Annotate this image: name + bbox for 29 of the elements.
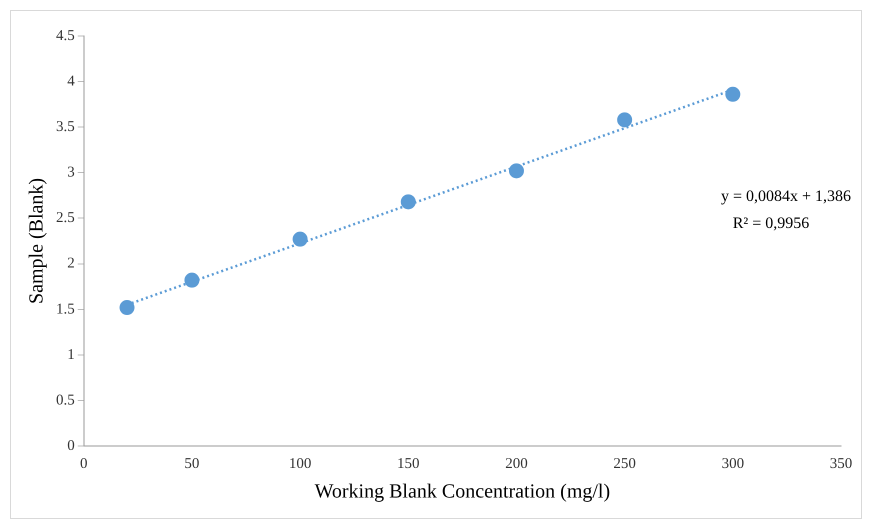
- x-tick-label: 350: [830, 456, 852, 472]
- point: [725, 86, 740, 102]
- point: [184, 272, 200, 288]
- y-tick-label: 0.5: [56, 392, 75, 408]
- x-tick-label: 250: [613, 456, 636, 472]
- y-tick-label: 0: [67, 438, 75, 454]
- y-tick-label: 4.5: [56, 28, 75, 44]
- y-tick-label: 4: [67, 73, 76, 90]
- y-tick-label: 1.5: [56, 301, 75, 318]
- y-tick-label: 1: [67, 346, 75, 363]
- y-tick-label: 2.5: [56, 210, 75, 226]
- annotation: y = 0,0084x + 1,386: [720, 188, 851, 205]
- point: [508, 163, 524, 178]
- y-axis-title: Sample (Blank): [25, 178, 48, 304]
- annotation: R² = 0,9956: [732, 215, 810, 232]
- point: [292, 232, 308, 247]
- y-tick-label: 2: [67, 256, 75, 272]
- y-tick-label: 3: [67, 164, 75, 181]
- point: [120, 300, 135, 316]
- x-tick-label: 300: [722, 456, 744, 472]
- x-tick-label: 100: [288, 456, 312, 472]
- y-tick-label: 3.5: [56, 119, 75, 136]
- point: [400, 194, 416, 210]
- x-tick-label: 0: [80, 456, 88, 472]
- x-axis-title: Working Blank Concentration (mg/l): [314, 480, 610, 502]
- x-tick-label: 200: [505, 456, 528, 472]
- x-tick-label: 50: [184, 456, 200, 472]
- x-tick-label: 150: [397, 456, 420, 472]
- point: [617, 112, 632, 128]
